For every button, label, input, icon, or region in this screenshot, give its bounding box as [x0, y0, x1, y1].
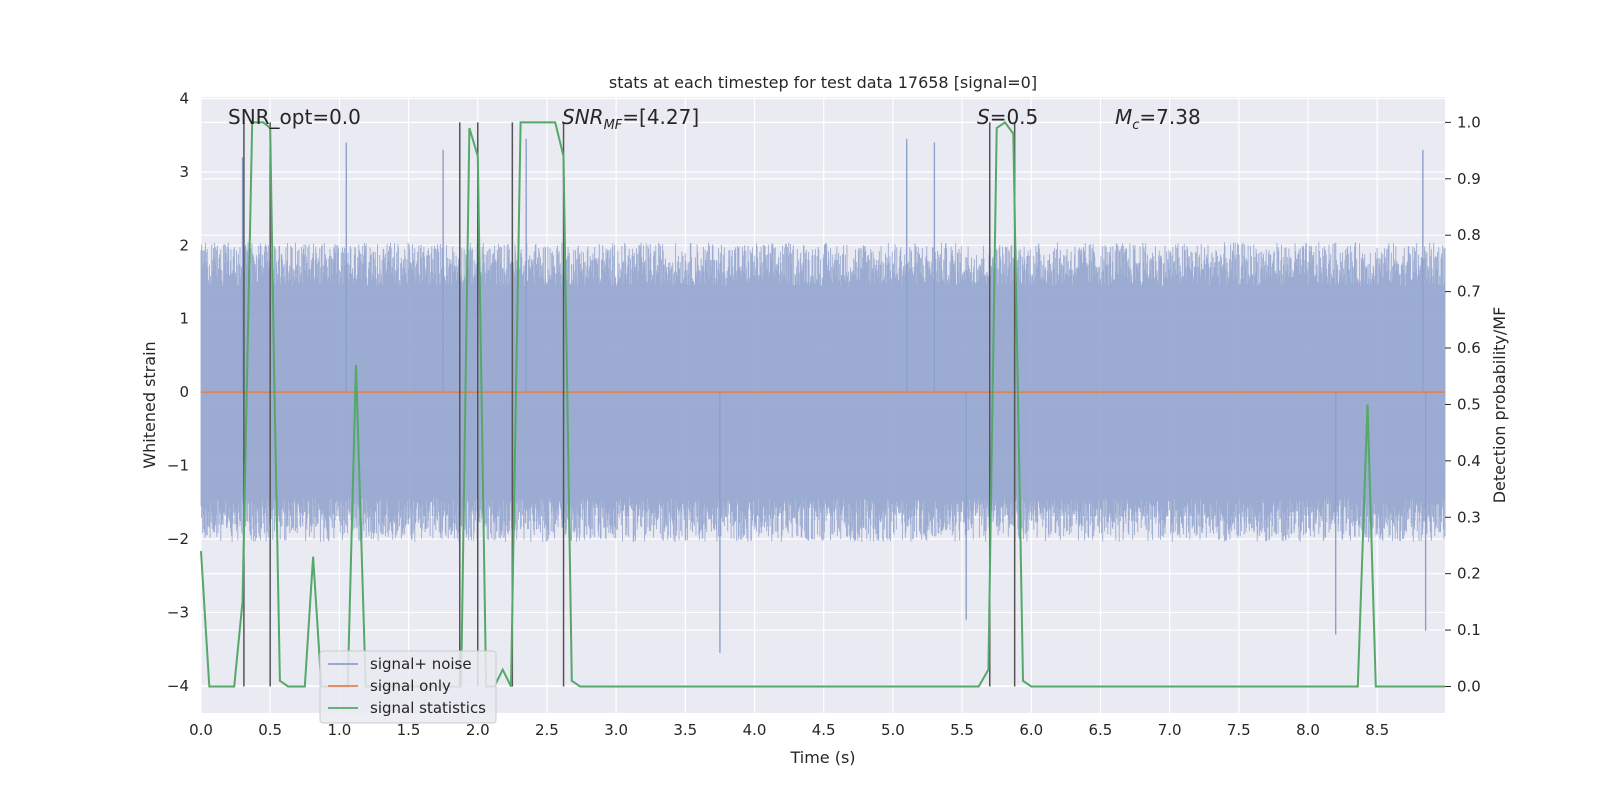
- chart-title: stats at each timestep for test data 176…: [609, 73, 1037, 92]
- y-left-tick-label-1: 3: [179, 163, 189, 181]
- y-left-tick-label-8: −4: [167, 677, 189, 695]
- x-axis: 0.0 0.5 1.0 1.5 2.0 2.5 3.0 3.5 4.0 4.5 5.0 5.5 6.0 6…: [189, 721, 1389, 739]
- y-axis-left: 4 3 2 1 0 −1 −2 −3 −4: [167, 89, 189, 694]
- x-tick-label-4: 2.0: [466, 721, 490, 739]
- legend-box: [319, 650, 497, 724]
- y-left-tick-label-2: 2: [179, 236, 189, 254]
- annotation-s: S=0.5: [977, 105, 1038, 129]
- annotation-snr-mf: SNRMF=[4.27]: [562, 105, 699, 133]
- legend-label-signal-statistics: signal statistics: [370, 699, 486, 717]
- y-right-tick-label-4: 0.6: [1457, 339, 1481, 357]
- x-tick-label-14: 7.0: [1158, 721, 1182, 739]
- y-axis-right: 1.0 0.9 0.8 0.7 0.6 0.5 0.4 0.3 0.2 0.1 0.0: [1445, 113, 1481, 695]
- x-tick-label-12: 6.0: [1019, 721, 1043, 739]
- y-right-tick-label-2: 0.8: [1457, 226, 1481, 244]
- y-right-tick-label-9: 0.1: [1457, 621, 1481, 639]
- x-tick-label-7: 3.5: [673, 721, 697, 739]
- y-right-tick-label-1: 0.9: [1457, 170, 1481, 188]
- x-tick-label-15: 7.5: [1227, 721, 1251, 739]
- x-tick-label-2: 1.0: [327, 721, 351, 739]
- annotation-snr-opt: SNR_opt=0.0: [228, 105, 361, 129]
- legend-label-signal-only: signal only: [370, 677, 451, 695]
- x-axis-label: Time (s): [789, 748, 855, 767]
- y-left-tick-label-5: −1: [167, 457, 189, 475]
- legend: signal+ noise signal only signal statist…: [319, 650, 497, 724]
- x-tick-label-17: 8.5: [1365, 721, 1389, 739]
- x-tick-label-5: 2.5: [535, 721, 559, 739]
- y-left-tick-label-0: 4: [179, 89, 189, 107]
- y-right-tick-label-7: 0.3: [1457, 508, 1481, 526]
- x-tick-label-16: 8.0: [1296, 721, 1320, 739]
- y-left-tick-label-3: 1: [179, 310, 189, 328]
- y-axis-label-right: Detection probability/MF: [1490, 307, 1509, 504]
- y-right-tick-label-6: 0.4: [1457, 452, 1481, 470]
- x-tick-label-1: 0.5: [258, 721, 282, 739]
- x-tick-label-3: 1.5: [397, 721, 421, 739]
- legend-label-signal-noise: signal+ noise: [370, 655, 472, 673]
- annotation-mc: Mc=7.38: [1115, 105, 1201, 133]
- y-right-tick-label-3: 0.7: [1457, 283, 1481, 301]
- x-tick-label-6: 3.0: [604, 721, 628, 739]
- y-right-tick-label-0: 1.0: [1457, 113, 1481, 131]
- y-right-tick-label-8: 0.2: [1457, 565, 1481, 583]
- y-right-tick-label-5: 0.5: [1457, 395, 1481, 413]
- x-tick-label-8: 4.0: [743, 721, 767, 739]
- y-right-tick-label-10: 0.0: [1457, 677, 1481, 695]
- x-tick-label-0: 0.0: [189, 721, 213, 739]
- y-left-tick-label-6: −2: [167, 530, 189, 548]
- y-left-tick-label-7: −3: [167, 603, 189, 621]
- y-axis-label-left: Whitened strain: [140, 341, 159, 468]
- series-signal-noise: [200, 138, 1446, 653]
- x-tick-label-11: 5.5: [950, 721, 974, 739]
- x-tick-label-10: 5.0: [881, 721, 905, 739]
- y-left-tick-label-4: 0: [179, 383, 189, 401]
- x-tick-label-9: 4.5: [812, 721, 836, 739]
- x-tick-label-13: 6.5: [1089, 721, 1113, 739]
